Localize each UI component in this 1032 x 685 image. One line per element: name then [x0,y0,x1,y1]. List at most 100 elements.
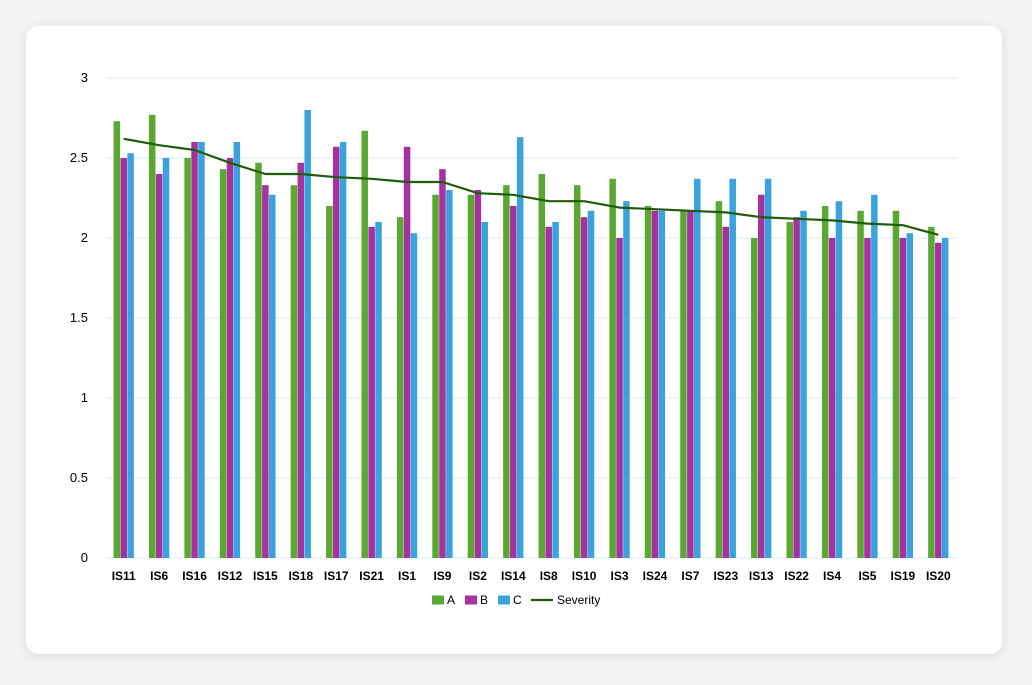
bar-c-is11 [127,153,134,558]
x-tick-label: IS9 [433,569,451,583]
legend-label-b: B [480,593,488,607]
x-tick-label: IS14 [501,569,526,583]
bar-c-is22 [800,210,807,559]
legend-label-c: C [513,593,522,607]
bar-a-is20 [928,226,935,559]
bar-a-is19 [892,210,900,559]
bar-c-is8 [552,222,559,558]
bar-b-is4 [828,238,836,558]
x-tick-label: IS20 [926,569,951,583]
bar-c-is10 [587,210,595,559]
severity-line-layer [123,137,939,236]
bar-c-is15 [269,194,276,559]
bar-a-is4 [821,206,829,558]
bar-a-is12 [219,169,227,558]
x-tick-label: IS16 [182,569,207,583]
x-tick-label: IS2 [469,569,487,583]
bar-b-is18 [297,162,305,559]
x-tick-label: IS17 [324,569,349,583]
x-tick-label: IS22 [784,569,809,583]
bar-b-is19 [899,238,907,558]
legend: A B C Severity [432,593,600,607]
bar-b-is8 [545,226,552,559]
bar-a-is15 [255,162,262,559]
x-tick-label: IS15 [253,569,278,583]
x-tick-label: IS3 [611,569,629,583]
legend-swatch-a [432,595,444,605]
legend-label-a: A [447,593,455,607]
bar-b-is12 [226,158,234,558]
x-tick-label: IS23 [713,569,738,583]
bar-a-is18 [290,185,298,558]
bar-b-is9 [439,169,446,558]
bar-a-is3 [609,178,616,559]
bar-b-is3 [616,238,623,558]
x-tick-label: IS6 [150,569,168,583]
x-tick-label: IS12 [218,569,243,583]
bar-a-is6 [148,114,156,559]
bar-c-is1 [410,233,418,558]
chart-svg: 00.511.522.53 IS11 IS6 IS16 IS12 IS15 IS18 IS1… [70,70,956,607]
bar-b-is5 [864,238,871,558]
bar-c-is23 [729,178,736,559]
bar-c-is21 [375,222,382,558]
bar-b-is1 [403,146,411,559]
bar-c-is9 [446,190,453,558]
bar-b-is10 [580,217,588,558]
bar-b-is14 [510,206,517,558]
y-tick-label: 0 [81,550,88,565]
y-tick-label: 2.5 [70,150,88,165]
bar-a-is1 [396,217,404,558]
x-tick-label: IS19 [891,569,916,583]
legend-label-severity: Severity [557,593,600,607]
bar-b-is24 [651,210,659,559]
bar-c-is5 [871,194,878,559]
bar-b-is21 [368,226,375,559]
chart-card: 0 0.5 1 1.5 2 2.5 3 IS11 IS6 IS16 IS12 IS15 IS18 IS1… [26,26,1002,654]
bar-b-is13 [757,194,765,559]
bar-b-is6 [155,174,163,558]
bar-a-is7 [680,210,687,559]
x-tick-label: IS5 [858,569,876,583]
bar-a-is10 [573,185,581,558]
x-tick-label: IS24 [643,569,668,583]
bar-a-is11 [113,121,121,558]
x-tick-label: IS13 [749,569,774,583]
bar-c-is3 [623,201,630,558]
bar-c-is20 [941,238,949,558]
bar-b-is20 [935,242,942,559]
bar-c-is17 [339,142,347,558]
y-tick-label: 1 [81,390,88,405]
bar-b-is15 [262,185,269,558]
bar-c-is24 [658,210,666,559]
bar-b-is2 [474,190,482,558]
bar-a-is8 [538,174,546,558]
bar-c-is13 [764,178,772,559]
bar-b-is22 [793,217,800,558]
bar-c-is6 [162,158,170,558]
bar-a-is22 [786,222,793,558]
y-tick-label: 2 [81,230,88,245]
bar-c-is16 [198,142,205,558]
bar-c-is4 [835,201,843,558]
x-tick-label: IS11 [112,569,136,583]
severity-line [123,137,939,236]
gridlines [106,77,956,559]
bar-a-is14 [503,185,510,558]
bar-a-is2 [467,194,475,559]
bar-a-is13 [751,238,758,558]
x-tick-label: IS7 [681,569,699,583]
bar-c-is2 [481,222,489,558]
bar-c-is14 [516,137,524,558]
bar-a-is9 [432,194,439,559]
bar-a-is17 [326,206,333,558]
bar-c-is12 [233,142,241,558]
bar-a-is23 [715,201,723,558]
x-axis-labels: IS11 IS6 IS16 IS12 IS15 IS18 IS17 IS21 IS1 IS9 IS2… [112,569,951,583]
bar-b-is7 [687,210,694,559]
legend-swatch-c [498,595,510,605]
legend-swatch-b [465,595,477,605]
x-tick-label: IS18 [288,569,313,583]
x-tick-label: IS8 [540,569,558,583]
bar-c-is18 [304,110,311,558]
